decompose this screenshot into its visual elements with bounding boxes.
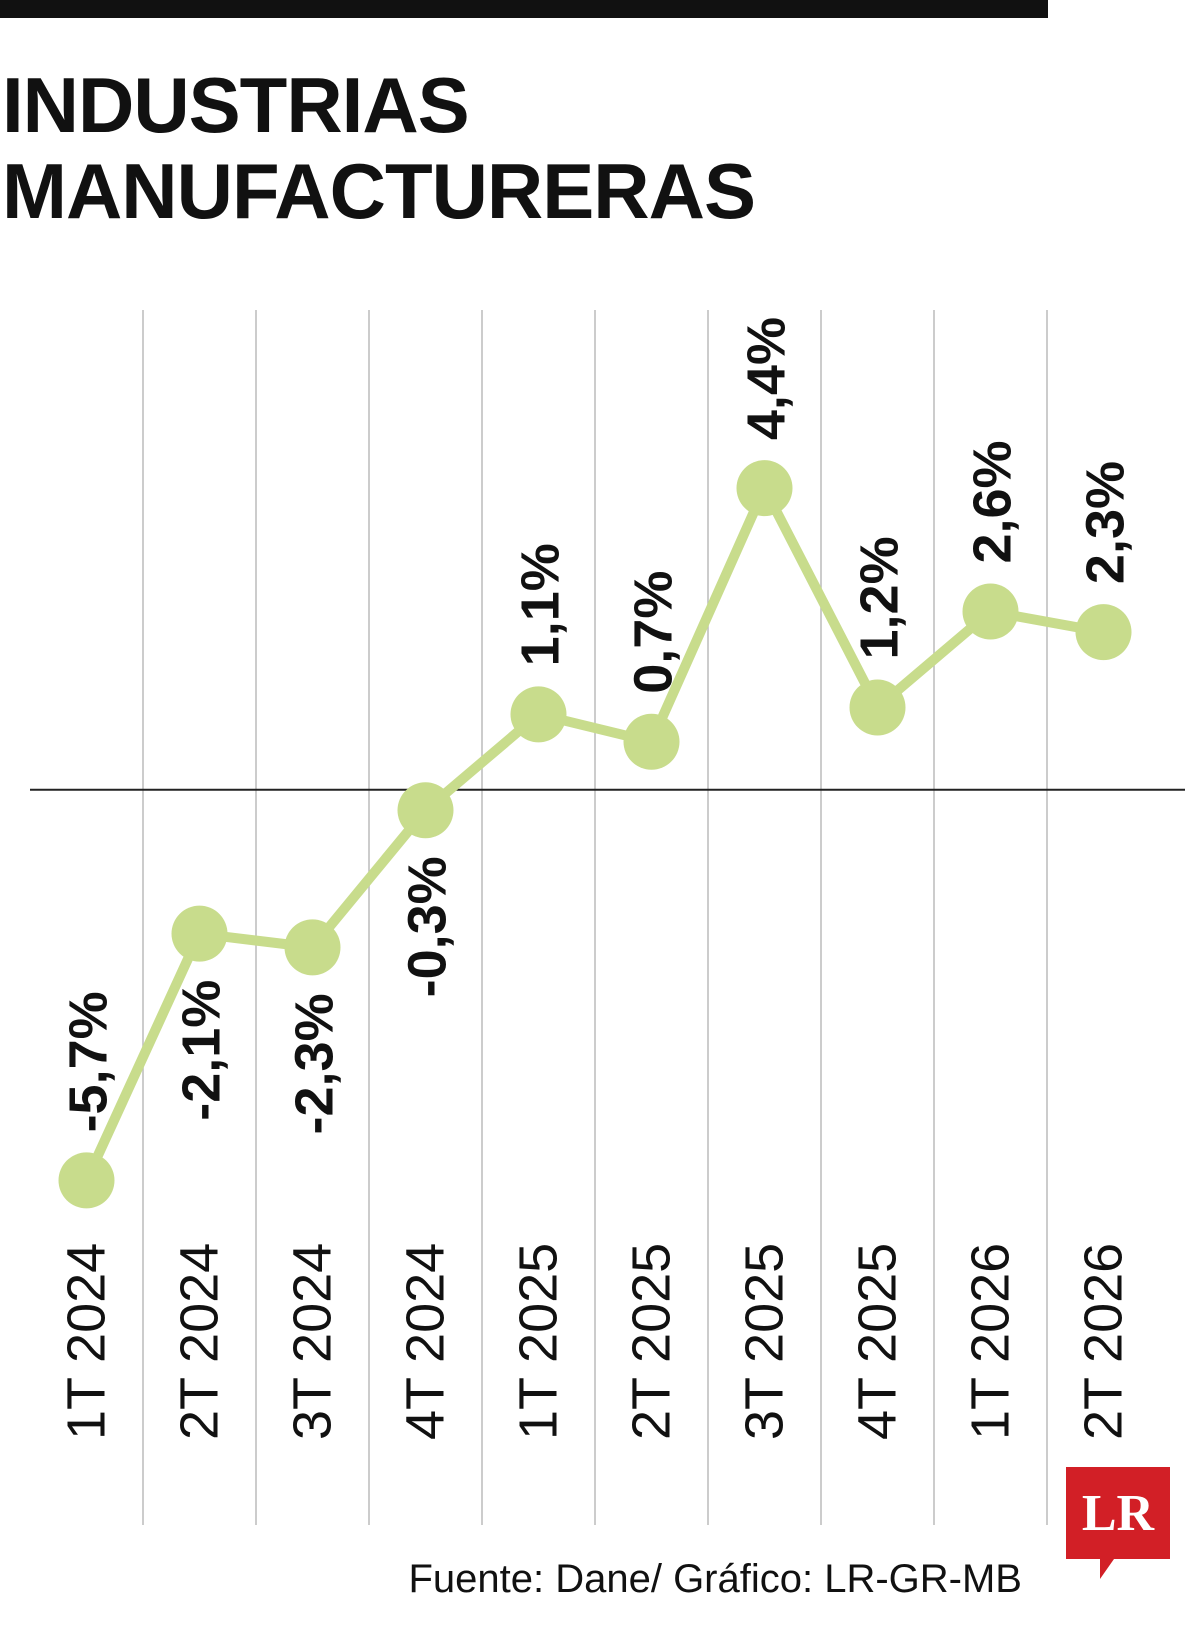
value-label: 2,3% [1076,461,1136,584]
logo-box [1066,1467,1170,1579]
x-tick-label: 1T 2025 [509,1243,569,1440]
data-point [510,686,567,743]
data-point [58,1152,115,1209]
data-point [849,679,906,736]
data-point [397,782,454,839]
chart-title: INDUSTRIAS MANUFACTURERAS [2,61,756,235]
x-tick-label: 3T 2025 [735,1243,795,1440]
data-point [1075,604,1132,661]
value-label: 1,1% [511,543,571,666]
value-label: -2,3% [285,993,345,1134]
logo: LR [1082,1485,1156,1542]
x-tick-label: 1T 2026 [961,1243,1021,1440]
top-bar [0,0,1048,18]
data-point [171,905,228,962]
x-tick-label: 2T 2026 [1074,1243,1134,1440]
value-label: 0,7% [624,571,684,694]
value-label: 1,2% [850,536,910,659]
source: Fuente: Dane/ Gráfico: LR-GR-MB [408,1557,1022,1601]
x-tick-label: 1T 2024 [57,1243,117,1440]
value-label: 2,6% [963,440,1023,563]
x-tick-label: 2T 2025 [622,1243,682,1440]
data-point [736,460,793,517]
x-tick-label: 4T 2025 [848,1243,908,1440]
data-line [81,483,1105,1183]
data-point [962,583,1019,640]
x-tick-label: 3T 2024 [283,1243,343,1440]
value-label: -5,7% [59,991,119,1132]
value-label: 4,4% [737,317,797,440]
data-point [623,713,680,770]
x-tick-label: 2T 2024 [170,1243,230,1440]
x-tick-label: 4T 2024 [396,1243,456,1440]
value-label: -0,3% [398,856,458,997]
value-label: -2,1% [172,980,232,1121]
data-point [284,919,341,976]
